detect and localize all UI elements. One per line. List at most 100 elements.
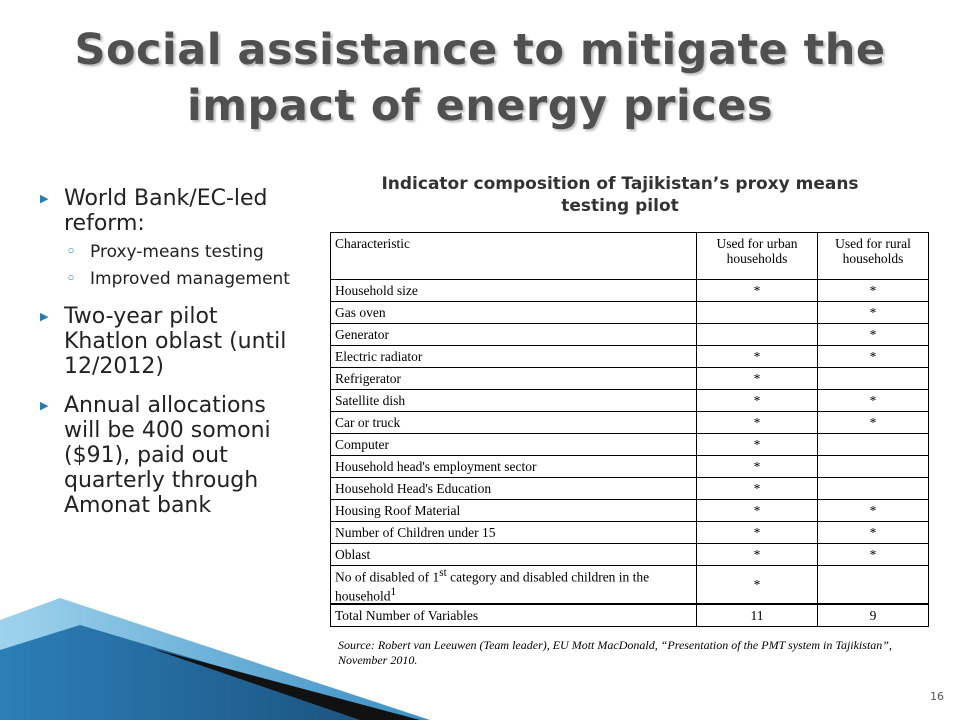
table-row: Generator * <box>330 323 929 346</box>
table-cell: Car or truck <box>330 411 697 434</box>
cell-text: Satellite dish <box>335 393 406 408</box>
cell-text: Household Head's Education <box>335 481 492 496</box>
sub-bullet: Proxy-means testing <box>64 242 308 263</box>
cell-text: Total Number of Variables <box>335 608 479 623</box>
table-cell: Oblast <box>330 543 697 566</box>
bullet-list: World Bank/EC-led reform: Proxy-means tes… <box>38 186 308 532</box>
cell-text: * <box>753 437 761 452</box>
cell-text: Generator <box>335 327 389 342</box>
table-cell: Total Number of Variables <box>330 603 697 627</box>
table-cell: Refrigerator <box>330 367 697 390</box>
table-row: Household Head's Education * <box>330 477 929 500</box>
table-caption: Indicator composition of Tajikistan’s pr… <box>381 174 859 216</box>
table-cell: * <box>696 367 818 390</box>
bullet-text: Two-year pilot Khatlon oblast (until 12/… <box>64 304 287 379</box>
superscript: st <box>439 567 447 579</box>
cell-text: * <box>753 371 761 386</box>
table-cell: Electric radiator <box>330 345 697 368</box>
table-cell <box>696 301 818 324</box>
table-cell: * <box>817 301 929 324</box>
cell-text: category and disabled children in the ho… <box>335 569 650 603</box>
sub-bullet-text: Proxy-means testing <box>90 242 264 262</box>
cell-text: Computer <box>335 437 389 452</box>
table-cell: * <box>696 455 818 478</box>
table-row: Oblast * * <box>330 543 929 566</box>
cell-text: * <box>753 283 761 298</box>
sub-list: Proxy-means testing Improved management <box>64 242 308 290</box>
table-cell: * <box>696 389 818 412</box>
cell-text: * <box>753 415 761 430</box>
table-cell <box>817 455 929 478</box>
superscript: 1 <box>390 585 397 598</box>
table-cell <box>696 323 818 346</box>
slide-title: Social assistance to mitigate the impact… <box>74 25 886 131</box>
cell-text: * <box>869 305 877 320</box>
cell-text: * <box>753 393 761 408</box>
cell-text: 9 <box>869 608 877 623</box>
table-row: Number of Children under 15 * * <box>330 521 929 544</box>
table-cell: * <box>696 543 818 566</box>
table-row: Refrigerator * <box>330 367 929 390</box>
table-source: Source: Robert van Leeuwen (Team leader)… <box>338 638 892 667</box>
cell-text: Oblast <box>335 547 371 562</box>
sub-bullet: Improved management <box>64 269 308 290</box>
table-cell: * <box>696 477 818 500</box>
table-row: Household size * * <box>330 279 929 302</box>
cell-text: Car or truck <box>335 415 401 430</box>
table-cell: * <box>817 521 929 544</box>
cell-text: Household head's employment sector <box>335 459 537 474</box>
cell-text: Gas oven <box>335 305 386 320</box>
table-cell: Computer <box>330 433 697 456</box>
table-row: Gas oven * <box>330 301 929 324</box>
cell-text: * <box>869 547 877 562</box>
table-cell: * <box>817 411 929 434</box>
table-cell: 9 <box>817 603 929 627</box>
table-cell: * <box>817 389 929 412</box>
cell-text: * <box>869 327 877 342</box>
cell-text: * <box>753 481 761 496</box>
cell-text: * <box>753 577 761 592</box>
table-cell: * <box>696 521 818 544</box>
cell-text: Refrigerator <box>335 371 401 386</box>
page-number: 16 <box>930 690 944 703</box>
table-cell: Gas oven <box>330 301 697 324</box>
cell-text: No of disabled of 1 <box>335 569 440 585</box>
cell-text: * <box>753 459 761 474</box>
table-row: Electric radiator * * <box>330 345 929 368</box>
bullet: World Bank/EC-led reform: Proxy-means tes… <box>38 186 308 290</box>
table-cell: * <box>696 499 818 522</box>
table-cell <box>817 367 929 390</box>
cell-text: Number of Children under 15 <box>335 525 496 540</box>
cell-text: * <box>753 547 761 562</box>
sub-bullet-text: Improved management <box>90 269 290 289</box>
table-row: Household head's employment sector * <box>330 455 929 478</box>
table-cell: Household size <box>330 279 697 302</box>
table-cell: Satellite dish <box>330 389 697 412</box>
cell-text: * <box>753 349 761 364</box>
bullet: Annual allocations will be 400 somoni ($… <box>38 393 308 518</box>
table-cell: No of disabled of 1st category and disab… <box>330 565 697 605</box>
table-row: Car or truck * * <box>330 411 929 434</box>
cell-text: Housing Roof Material <box>335 503 461 518</box>
header-cell: Used for rural households <box>817 232 929 280</box>
table-row: Satellite dish * * <box>330 389 929 412</box>
table-cell <box>817 565 929 605</box>
cell-text: Household size <box>335 283 418 298</box>
cell-text: * <box>869 503 877 518</box>
cell-text: * <box>869 283 877 298</box>
table-row: No of disabled of 1st category and disab… <box>330 565 929 605</box>
cell-text: 11 <box>750 608 764 623</box>
header-cell: Characteristic <box>330 232 697 280</box>
table-cell: * <box>817 345 929 368</box>
table-cell: * <box>817 279 929 302</box>
table-cell: * <box>817 543 929 566</box>
header-row: Characteristic Used for urban households U… <box>330 232 929 280</box>
table-row: Computer * <box>330 433 929 456</box>
table-cell: * <box>696 345 818 368</box>
cell-text: * <box>753 503 761 518</box>
cell-text: Electric radiator <box>335 349 423 364</box>
table-cell <box>817 433 929 456</box>
cell-text: * <box>869 415 877 430</box>
